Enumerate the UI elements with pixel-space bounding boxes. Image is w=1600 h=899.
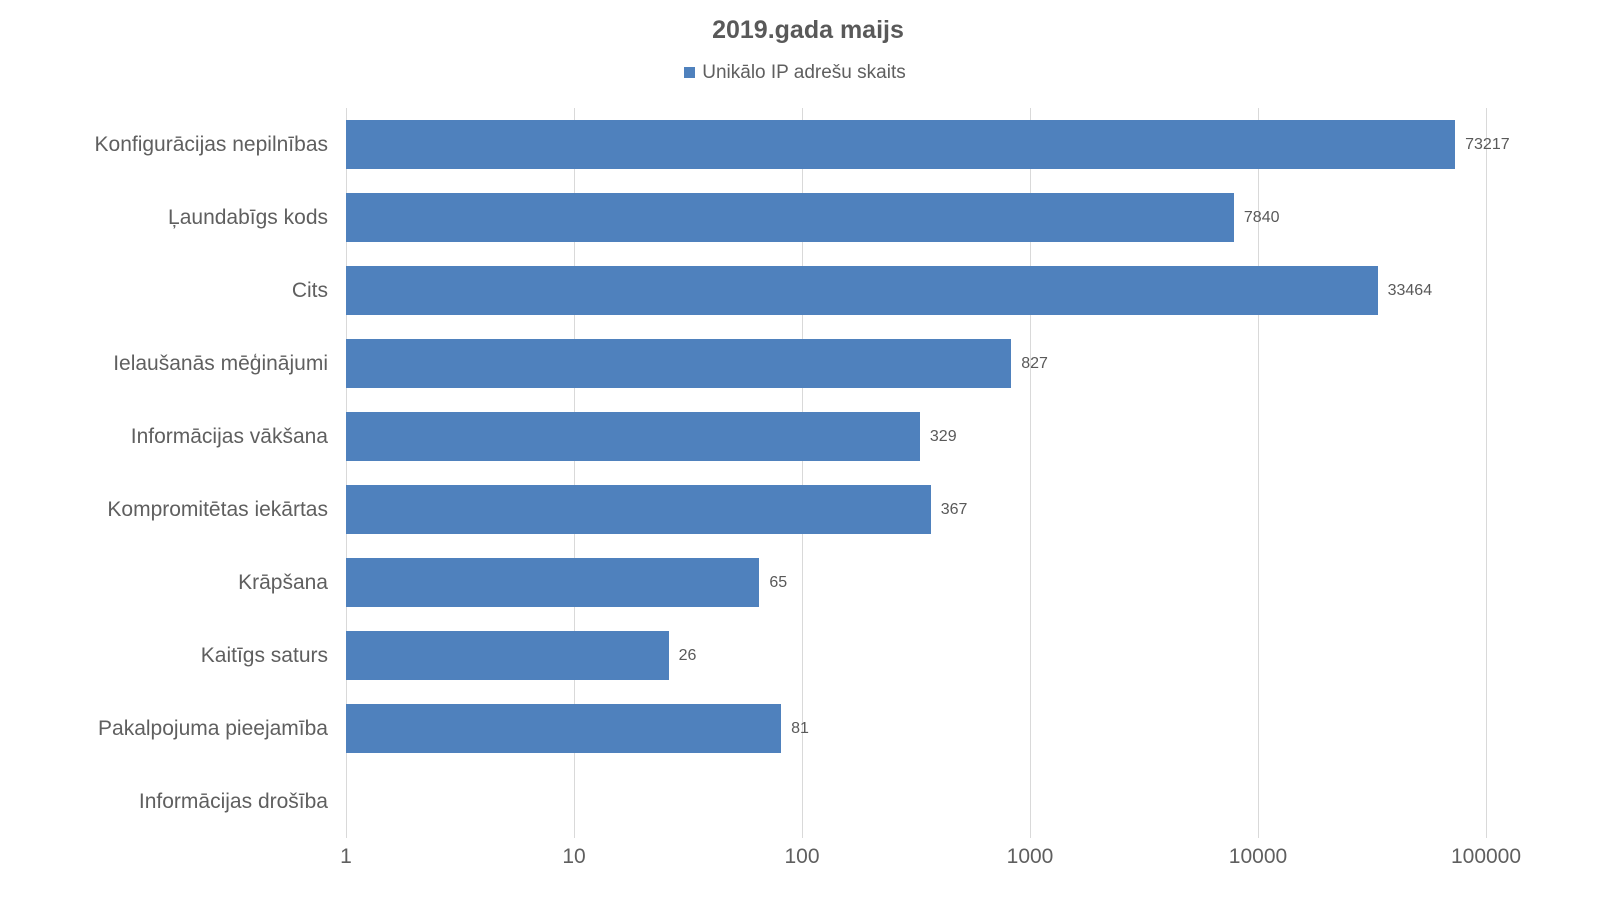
gridline [1257,108,1259,838]
category-label: Pakalpojuma pieejamība [98,716,328,740]
gridline [345,108,347,838]
bar-value-label: 65 [769,573,788,591]
axis-tick-label: 10 [562,845,586,868]
category-label: Konfigurācijas nepilnības [94,132,328,156]
gridline [1485,108,1487,838]
gridline [801,108,803,838]
category-label: Kaitīgs saturs [200,643,328,667]
axis-tick-label: 1 [340,845,352,868]
bar [346,631,669,680]
axis-tick-label: 100 [784,845,820,868]
bar [346,412,920,461]
legend: Unikālo IP adrešu skaits [0,63,1590,82]
gridline [573,108,575,838]
chart-title: 2019.gada maijs [712,16,904,44]
bar-value-label: 827 [1021,354,1048,372]
legend-swatch-icon [684,67,696,78]
category-label: Ielaušanās mēģinājumi [113,351,328,375]
bar [346,120,1456,169]
bar-value-label: 7840 [1243,208,1280,226]
category-label: Informācijas vākšana [130,424,328,448]
category-label: Informācijas drošība [138,789,328,813]
axis-tick-label: 100000 [1450,845,1522,868]
bar-value-label: 81 [791,719,809,737]
bar-value-label: 26 [678,646,697,664]
category-label: Krāpšana [238,570,328,594]
bar [346,266,1378,315]
bar [346,339,1012,388]
gridline [1029,108,1031,838]
bar [346,558,760,607]
bar-value-label: 33464 [1387,281,1433,299]
bar-value-label: 73217 [1465,135,1510,153]
category-label: Kompromitētas iekārtas [107,497,328,521]
axis-tick-label: 1000 [1006,845,1054,868]
value-axis: 1 10 100 1000 10000 100000 [340,845,1521,875]
bar [346,485,931,534]
bar-value-label: 329 [929,427,957,445]
category-label: Ļaundabīgs kods [168,205,328,229]
bar [346,193,1234,242]
legend-label: Unikālo IP adrešu skaits [702,62,906,83]
plot-area: 73217 7840 33464 827 329 367 65 26 81 [345,108,1510,838]
category-label: Cits [291,278,328,302]
category-axis: Konfigurācijas nepilnības Ļaundabīgs kods… [0,108,328,838]
bar [346,704,782,753]
bar-value-label: 367 [940,500,968,518]
axis-tick-label: 10000 [1228,845,1288,868]
